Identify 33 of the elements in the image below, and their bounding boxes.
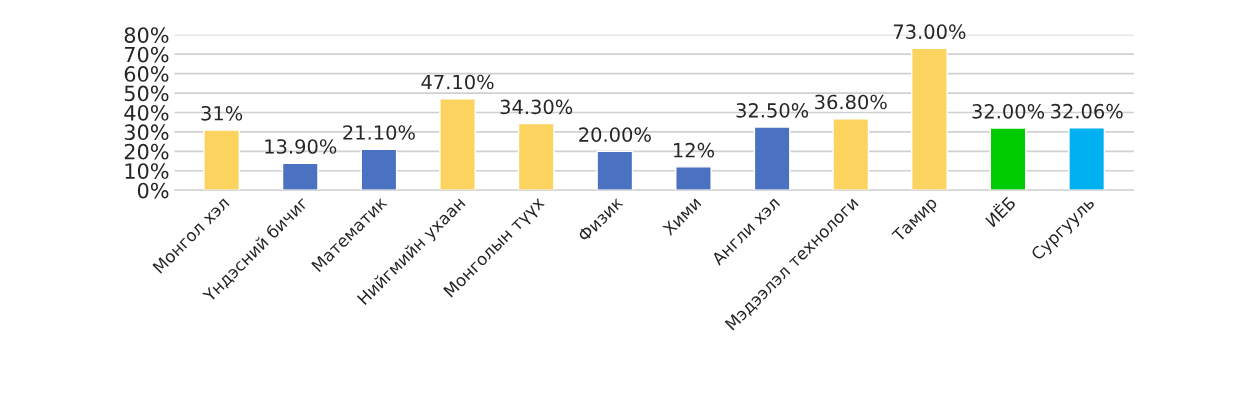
data-label: 36.80%	[815, 94, 887, 110]
data-label: 32.06%	[1051, 103, 1123, 119]
y-tick-label: 50%	[124, 85, 169, 102]
y-tick-label: 20%	[124, 143, 169, 160]
data-label: 32.00%	[972, 103, 1045, 119]
data-label: 73.00%	[893, 24, 966, 40]
bar	[753, 126, 791, 191]
y-tick-label: 60%	[124, 66, 169, 82]
data-label: 12%	[674, 142, 715, 158]
bar	[911, 47, 948, 191]
data-label: 13.90%	[265, 139, 337, 154]
bar	[360, 148, 398, 191]
y-tick-label: 80%	[124, 27, 169, 43]
bar	[989, 127, 1027, 191]
bar	[203, 129, 241, 191]
data-label: 32.50%	[736, 103, 809, 118]
data-label: 47.10%	[421, 74, 494, 90]
bar	[439, 97, 476, 191]
y-tick-label: 30%	[124, 124, 169, 141]
bar	[596, 150, 634, 191]
bar	[1068, 127, 1106, 191]
data-label: 20.00%	[579, 127, 651, 143]
bar	[281, 162, 319, 191]
bar	[832, 117, 870, 191]
y-tick-label: 0%	[137, 182, 169, 199]
y-tick-label: 40%	[124, 104, 169, 121]
y-tick-label: 70%	[124, 46, 169, 63]
data-label: 31%	[201, 105, 243, 121]
data-label: 34.30%	[500, 99, 573, 115]
data-label: 21.10%	[343, 125, 415, 140]
y-tick-label: 10%	[125, 163, 169, 179]
bar	[675, 166, 712, 191]
bar	[517, 122, 555, 191]
